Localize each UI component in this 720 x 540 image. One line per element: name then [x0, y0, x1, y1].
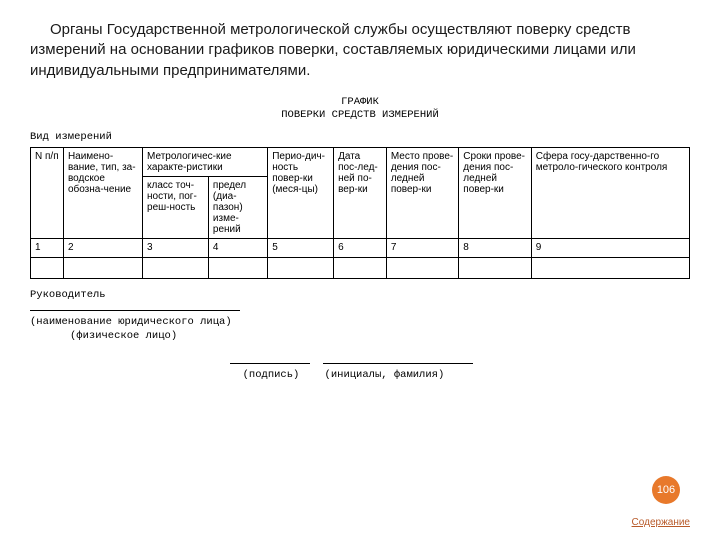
data-cell [31, 258, 64, 279]
table-data-row [31, 258, 690, 279]
num-cell: 2 [63, 239, 142, 258]
intro-paragraph: Органы Государственной метрологической с… [0, 0, 720, 86]
num-cell: 5 [268, 239, 334, 258]
form-block: ГРАФИК ПОВЕРКИ СРЕДСТВ ИЗМЕРЕНИЙ Вид изм… [30, 96, 690, 383]
data-cell [63, 258, 142, 279]
num-cell: 6 [334, 239, 387, 258]
pers-line: (физическое лицо) [30, 330, 690, 344]
col-date: Дата пос-лед-ней по-вер-ки [334, 148, 387, 239]
data-cell [386, 258, 458, 279]
org-line: (наименование юридического лица) [30, 316, 690, 330]
sign-label: (подпись) [243, 369, 300, 381]
col-sphere: Сфера госу-дарственно-го метроло-гическо… [531, 148, 689, 239]
form-title-line2: ПОВЕРКИ СРЕДСТВ ИЗМЕРЕНИЙ [281, 109, 439, 121]
table-number-row: 1 2 3 4 5 6 7 8 9 [31, 239, 690, 258]
col-period: Перио-дич-ность повер-ки (меся-цы) [268, 148, 334, 239]
sign-underline [230, 363, 310, 364]
init-label: (инициалы, фамилия) [325, 369, 445, 381]
page-number-badge: 106 [652, 476, 680, 504]
data-cell [208, 258, 267, 279]
col-deadline: Сроки прове-дения пос-ледней повер-ки [459, 148, 531, 239]
num-cell: 8 [459, 239, 531, 258]
col-place: Место прове-дения пос-ледней повер-ки [386, 148, 458, 239]
col-npp: N п/п [31, 148, 64, 239]
subcol-range: предел (диа-пазон) изме-рений [208, 177, 267, 239]
org-underline [30, 310, 240, 311]
form-title: ГРАФИК ПОВЕРКИ СРЕДСТВ ИЗМЕРЕНИЙ [30, 96, 690, 123]
data-cell [334, 258, 387, 279]
schedule-table: N п/п Наимено-вание, тип, за-водское обо… [30, 147, 690, 279]
form-title-line1: ГРАФИК [341, 96, 379, 108]
data-cell [268, 258, 334, 279]
vid-label: Вид измерений [30, 131, 690, 143]
data-cell [459, 258, 531, 279]
signature-line: (подпись) (инициалы, фамилия) [30, 356, 690, 383]
data-cell [531, 258, 689, 279]
col-metro: Метрологичес-кие характе-ристики [143, 148, 268, 177]
footer-block: Руководитель (наименование юридического … [30, 289, 690, 383]
num-cell: 3 [143, 239, 209, 258]
init-underline [323, 363, 473, 364]
toc-link[interactable]: Содержание [632, 517, 690, 528]
num-cell: 4 [208, 239, 267, 258]
table-header-row: N п/п Наимено-вание, тип, за-водское обо… [31, 148, 690, 177]
col-name: Наимено-вание, тип, за-водское обозна-че… [63, 148, 142, 239]
data-cell [143, 258, 209, 279]
subcol-class: класс точ-ности, пог-реш-ность [143, 177, 209, 239]
ruk-label: Руководитель [30, 289, 690, 303]
num-cell: 1 [31, 239, 64, 258]
num-cell: 7 [386, 239, 458, 258]
num-cell: 9 [531, 239, 689, 258]
